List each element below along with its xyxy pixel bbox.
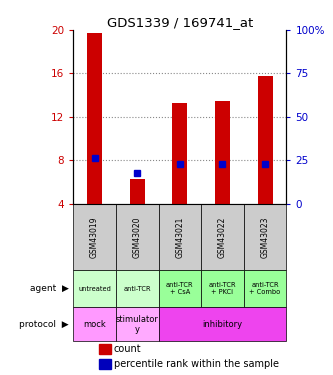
FancyBboxPatch shape — [159, 204, 201, 270]
Text: anti-TCR: anti-TCR — [124, 286, 151, 292]
Text: GSM43023: GSM43023 — [260, 216, 270, 258]
Bar — [99, 344, 111, 354]
Bar — [130, 179, 145, 204]
Text: untreated: untreated — [78, 286, 111, 292]
Text: protocol  ▶: protocol ▶ — [19, 320, 69, 329]
FancyBboxPatch shape — [244, 204, 286, 270]
FancyBboxPatch shape — [73, 204, 116, 270]
Text: GSM43020: GSM43020 — [133, 216, 142, 258]
FancyBboxPatch shape — [159, 308, 286, 341]
Text: GSM43022: GSM43022 — [218, 216, 227, 258]
Title: GDS1339 / 169741_at: GDS1339 / 169741_at — [107, 16, 253, 29]
FancyBboxPatch shape — [116, 270, 159, 308]
FancyBboxPatch shape — [73, 308, 116, 341]
Text: count: count — [114, 344, 142, 354]
Text: GSM43021: GSM43021 — [175, 216, 184, 258]
Bar — [87, 33, 102, 204]
FancyBboxPatch shape — [116, 308, 159, 341]
Text: anti-TCR
+ CsA: anti-TCR + CsA — [166, 282, 193, 296]
Bar — [99, 359, 111, 369]
Text: mock: mock — [83, 320, 106, 329]
Text: GSM43019: GSM43019 — [90, 216, 99, 258]
FancyBboxPatch shape — [73, 270, 116, 308]
FancyBboxPatch shape — [116, 204, 159, 270]
Bar — [215, 100, 230, 204]
Text: agent  ▶: agent ▶ — [30, 284, 69, 293]
Bar — [172, 103, 187, 204]
FancyBboxPatch shape — [201, 204, 244, 270]
FancyBboxPatch shape — [244, 270, 286, 308]
Text: stimulator
y: stimulator y — [116, 315, 159, 334]
Bar — [258, 76, 272, 204]
Text: percentile rank within the sample: percentile rank within the sample — [114, 359, 279, 369]
Text: inhibitory: inhibitory — [202, 320, 242, 329]
Text: anti-TCR
+ Combo: anti-TCR + Combo — [249, 282, 281, 296]
FancyBboxPatch shape — [201, 270, 244, 308]
Text: anti-TCR
+ PKCi: anti-TCR + PKCi — [209, 282, 236, 296]
FancyBboxPatch shape — [159, 270, 201, 308]
